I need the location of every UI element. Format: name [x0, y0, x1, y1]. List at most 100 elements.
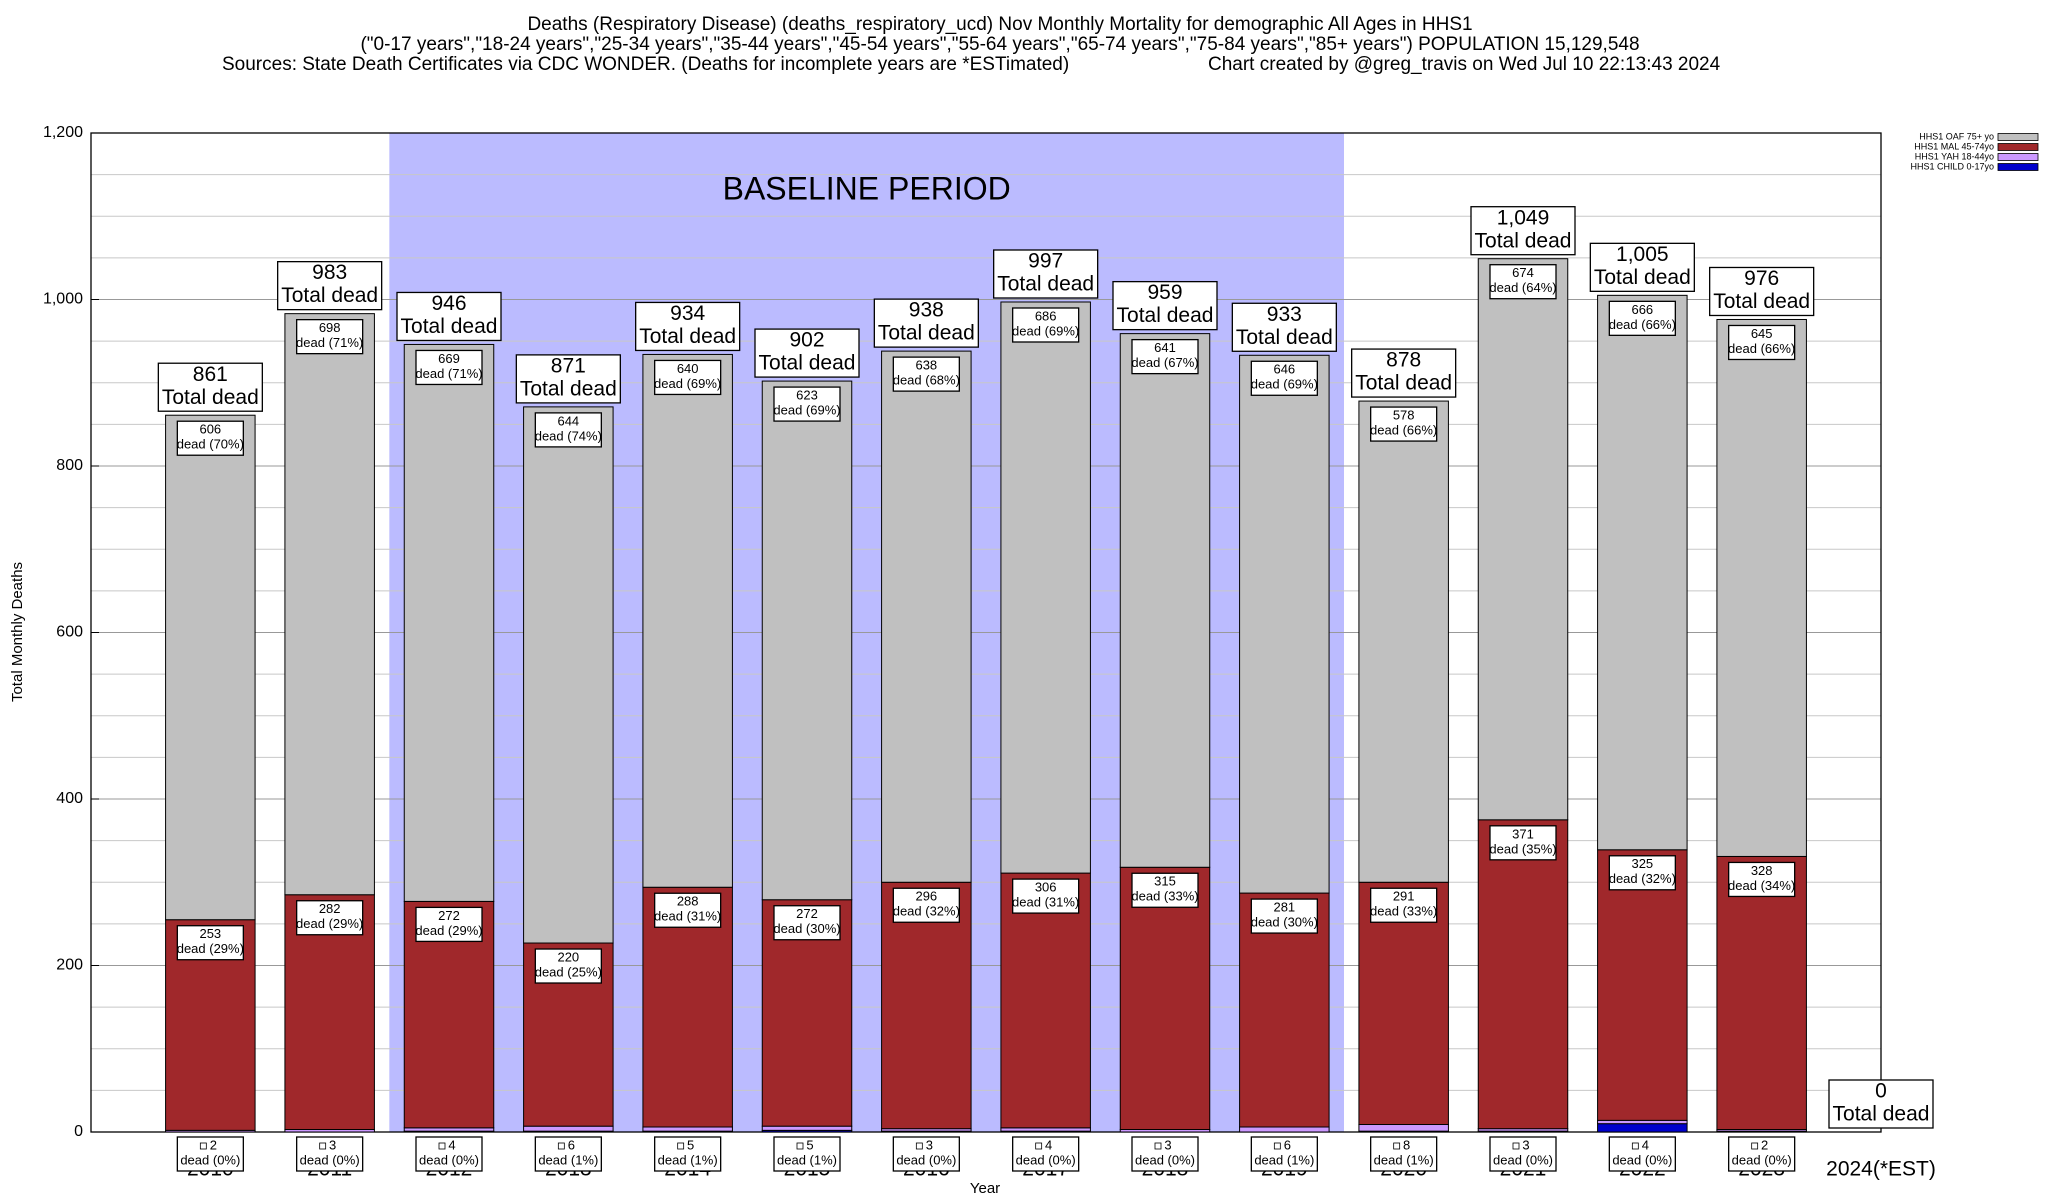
segment-label-share: dead (30%) — [1251, 915, 1318, 930]
yah-label-box — [296, 1136, 364, 1172]
bar-segment — [1239, 354, 1330, 894]
total-caption: Total dead — [639, 325, 736, 348]
segment-label-box — [1489, 264, 1557, 300]
total-label-box — [1351, 348, 1457, 398]
y-tick-label: 600 — [56, 624, 83, 641]
segment-label-value: 253 — [199, 926, 221, 941]
yah-label-share: dead (0%) — [1612, 1152, 1672, 1167]
y-tick-label: 1,000 — [43, 291, 83, 308]
bar-segment — [1716, 318, 1807, 857]
segment-label-box — [1131, 338, 1199, 375]
total-label-box — [1231, 302, 1337, 352]
legend-swatch — [1997, 163, 2039, 171]
total-caption: Total dead — [1475, 229, 1572, 252]
bar-segment — [1119, 333, 1211, 868]
segment-label-share: dead (29%) — [177, 941, 244, 956]
plot-frame — [90, 132, 1882, 1133]
segment-label-share: dead (29%) — [296, 916, 363, 931]
total-label-box — [1112, 280, 1218, 331]
yah-label-box — [1250, 1136, 1318, 1172]
segment-label-value: 328 — [1751, 863, 1773, 878]
baseline-label: BASELINE PERIOD — [723, 171, 1011, 207]
yah-label-glyph — [1631, 1142, 1639, 1150]
segment-label-value: 641 — [1154, 340, 1176, 355]
bar-segment — [1477, 819, 1569, 1130]
segment-label-box — [534, 948, 602, 984]
chart-subtitle: ("0-17 years","18-24 years","25-34 years… — [360, 34, 1639, 55]
segment-label-share: dead (69%) — [654, 376, 721, 391]
segment-label-share: dead (71%) — [296, 335, 363, 350]
legend-label: HHS1 CHILD 0-17yo — [1910, 161, 1994, 171]
yah-label-glyph — [1273, 1142, 1281, 1150]
total-value: 933 — [1267, 303, 1302, 326]
segment-label-value: 220 — [557, 949, 579, 964]
segment-label-box — [176, 420, 244, 456]
segment-label-share: dead (66%) — [1609, 317, 1676, 332]
yah-label-value: 4 — [1642, 1137, 1649, 1152]
segment-label-share: dead (64%) — [1489, 280, 1556, 295]
bar-segment — [1000, 872, 1091, 1129]
segment-label-value: 282 — [319, 901, 341, 916]
total-value: 1,005 — [1616, 243, 1669, 266]
total-caption: Total dead — [520, 377, 617, 400]
total-label-box — [277, 261, 383, 311]
segment-label-share: dead (29%) — [415, 923, 482, 938]
total-label-box — [1709, 266, 1815, 317]
yah-label-glyph — [1751, 1142, 1759, 1150]
bar-segment — [1000, 301, 1091, 874]
segment-label-value: 272 — [796, 906, 818, 921]
bar-segment — [642, 353, 733, 888]
total-caption: Total dead — [1713, 290, 1810, 313]
bar-segment — [523, 406, 614, 944]
yah-label-value: 8 — [1403, 1137, 1410, 1152]
segment-label-value: 296 — [915, 889, 937, 904]
segment-label-share: dead (71%) — [415, 366, 482, 381]
total-value: 1,049 — [1497, 206, 1550, 229]
segment-label-box — [1608, 300, 1676, 336]
segment-label-share: dead (35%) — [1489, 841, 1556, 856]
yah-label-glyph — [796, 1142, 804, 1150]
yah-label-box — [176, 1136, 244, 1172]
segment-label-value: 644 — [557, 413, 579, 428]
yah-label-share: dead (0%) — [180, 1152, 240, 1167]
segment-label-box — [1012, 878, 1080, 914]
yah-label-value: 5 — [806, 1137, 813, 1152]
segment-label-value: 674 — [1512, 265, 1534, 280]
segment-label-share: dead (25%) — [535, 964, 602, 979]
yah-label-value: 3 — [329, 1137, 336, 1152]
segment-label-box — [1728, 861, 1796, 898]
yah-label-share: dead (0%) — [419, 1152, 479, 1167]
segment-label-value: 646 — [1273, 362, 1295, 377]
segment-label-value: 281 — [1273, 900, 1295, 915]
segment-label-share: dead (34%) — [1728, 878, 1795, 893]
segment-label-value: 645 — [1751, 326, 1773, 341]
segment-label-share: dead (74%) — [535, 428, 602, 443]
total-caption: Total dead — [1833, 1103, 1930, 1126]
segment-label-value: 288 — [677, 894, 699, 909]
yah-label-box — [1489, 1136, 1557, 1172]
bar-segment — [284, 313, 375, 896]
bar-segment — [1597, 1123, 1688, 1133]
total-caption: Total dead — [1117, 304, 1214, 327]
yah-label-glyph — [1035, 1142, 1043, 1150]
yah-label-glyph — [438, 1142, 446, 1150]
